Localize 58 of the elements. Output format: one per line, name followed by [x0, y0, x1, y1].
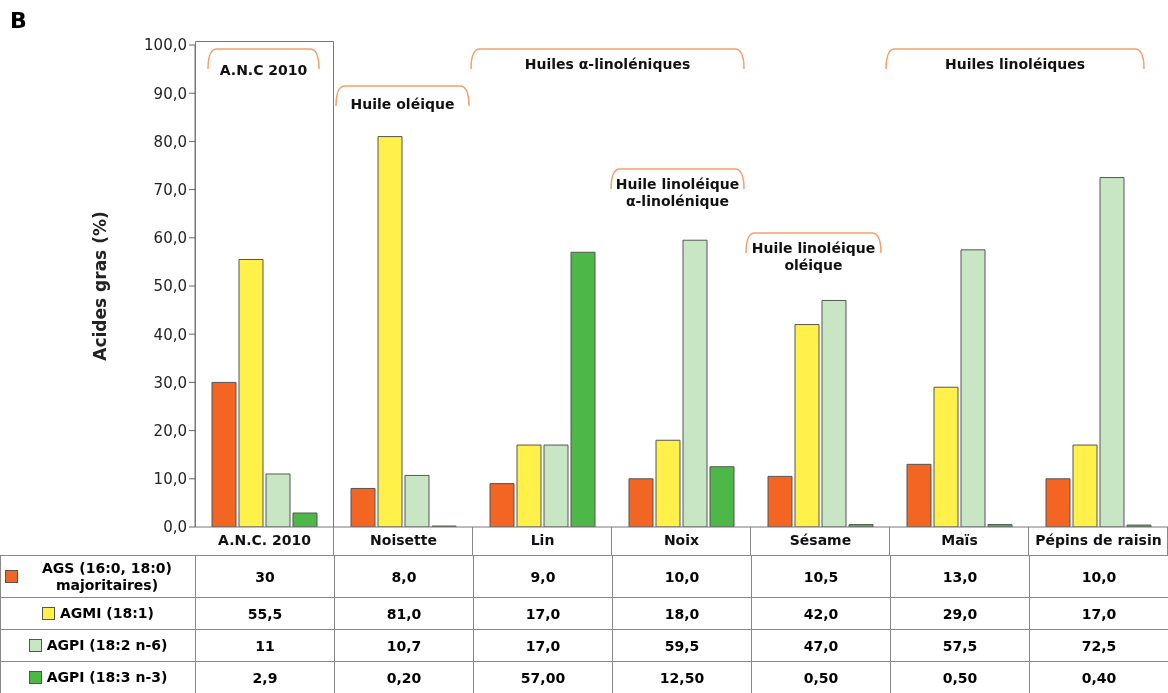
data-label: 8,0: [334, 555, 474, 598]
data-label: 17,0: [1029, 597, 1168, 630]
data-label: 9,0: [473, 555, 613, 598]
annotation: A.N.C 2010: [218, 62, 309, 79]
y-tick-label: 10,0: [153, 470, 187, 489]
x-tick-label: Pépins de raisin: [1035, 531, 1162, 548]
y-axis-title: Acides gras (%): [90, 211, 111, 361]
x-tick-label: Sésame: [789, 531, 852, 548]
data-label: 17,0: [473, 597, 613, 630]
y-tick-label: 30,0: [153, 373, 187, 392]
data-label: 0,50: [890, 661, 1030, 693]
x-tick-label: A.N.C. 2010: [218, 531, 312, 548]
data-label: 30: [195, 555, 335, 598]
x-tick-label: Maïs: [941, 531, 978, 548]
annotation: Huiles α-linoléniques: [523, 56, 692, 73]
data-label: 0,40: [1029, 661, 1168, 693]
data-label: 29,0: [890, 597, 1030, 630]
data-label: 11: [195, 629, 335, 662]
data-label: 10,5: [751, 555, 891, 598]
legend-label: AGMI (18:1): [60, 605, 154, 622]
data-label: 57,00: [473, 661, 613, 693]
annotation: Huile linoléique α-linolénique: [614, 176, 741, 210]
y-tick-label: 70,0: [153, 180, 187, 199]
y-tick-label: 50,0: [153, 277, 187, 296]
annotation: Huile linoléique oléique: [750, 240, 877, 274]
data-label: 12,50: [612, 661, 752, 693]
y-tick-label: 0,0: [163, 518, 187, 537]
data-label: 2,9: [195, 661, 335, 693]
y-tick-label: 90,0: [153, 84, 187, 103]
y-tick-label: 40,0: [153, 325, 187, 344]
data-label: 10,0: [612, 555, 752, 598]
data-label: 10,7: [334, 629, 474, 662]
data-label: 57,5: [890, 629, 1030, 662]
data-label: 72,5: [1029, 629, 1168, 662]
data-label: 0,50: [751, 661, 891, 693]
data-label: 81,0: [334, 597, 474, 630]
data-label: 0,20: [334, 661, 474, 693]
data-label: 13,0: [890, 555, 1030, 598]
y-tick-label: 80,0: [153, 132, 187, 151]
data-label: 17,0: [473, 629, 613, 662]
data-label: 18,0: [612, 597, 752, 630]
x-tick-label: Noisette: [370, 531, 437, 548]
annotation: Huile oléique: [349, 96, 456, 113]
x-tick-label: Lin: [530, 531, 555, 548]
legend-label: AGPI (18:2 n-6): [46, 637, 168, 654]
annotation: Huiles linoléiques: [943, 56, 1087, 73]
data-label: 55,5: [195, 597, 335, 630]
x-tick-label: Noix: [663, 531, 700, 548]
y-tick-label: 60,0: [153, 229, 187, 248]
text: B: [10, 8, 27, 33]
data-label: 10,0: [1029, 555, 1168, 598]
data-label: 59,5: [612, 629, 752, 662]
y-tick-label: 100,0: [144, 36, 187, 55]
y-tick-label: 20,0: [153, 421, 187, 440]
data-label: 47,0: [751, 629, 891, 662]
legend-label: AGPI (18:3 n-3): [46, 669, 168, 686]
data-label: 42,0: [751, 597, 891, 630]
legend-label: AGS (16:0, 18:0) majoritaires): [41, 559, 173, 594]
